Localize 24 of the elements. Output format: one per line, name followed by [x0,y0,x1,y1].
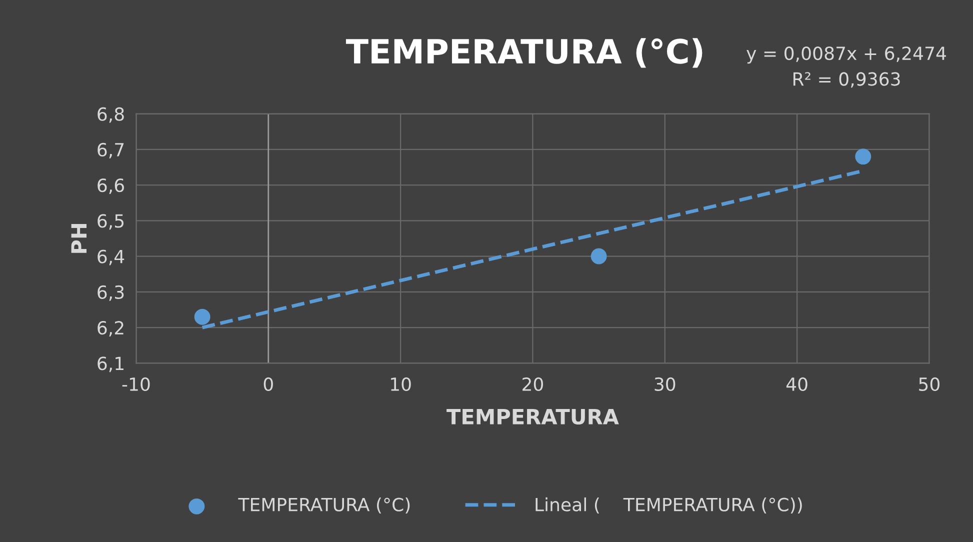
x-tick-label: 10 [391,377,411,392]
x-tick-label: 50 [919,377,940,392]
legend-label: TEMPERATURA (°C) [238,497,410,514]
x-tick-label: 20 [522,377,544,392]
x-tick-label: 0 [264,377,273,392]
y-tick-label: 6,1 [98,356,124,372]
y-tick-label: 6,6 [98,178,124,194]
point [194,308,210,325]
y-tick-label: 6,8 [98,107,124,123]
x-tick-label: 40 [786,377,808,392]
y-tick-label: 6,3 [98,285,124,301]
x-tick-label: 30 [654,377,676,392]
y-axis-title: PH [71,224,87,253]
y-tick-label: 6,5 [98,214,124,230]
text: y = 0,0087x + 6,2474 R² = 0,9363 [746,46,946,88]
y-tick-label: 6,7 [98,142,124,158]
legend-label: Lineal ( TEMPERATURA (°C)) [536,497,802,514]
point [590,248,607,264]
chart-title: TEMPERATURA (°C) [346,38,702,68]
x-tick-label: -10 [122,377,150,392]
y-tick-label: 6,2 [98,320,124,336]
y-tick-label: 6,4 [98,250,124,266]
point [855,148,872,165]
x-axis-title: TEMPERATURA [446,409,619,425]
